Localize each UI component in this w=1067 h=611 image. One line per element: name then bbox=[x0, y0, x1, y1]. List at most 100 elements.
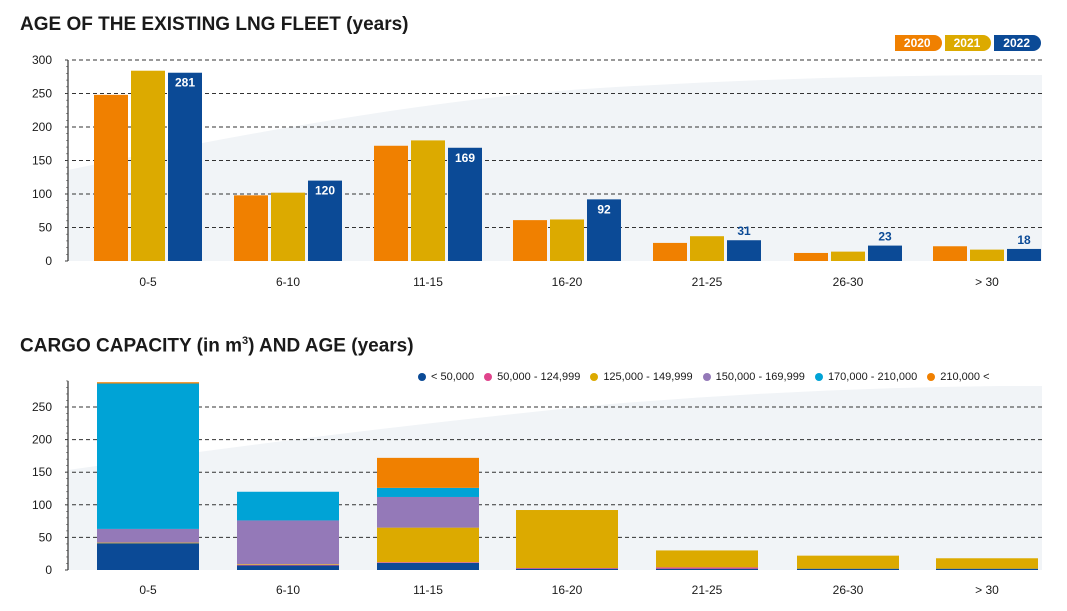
stack-2-21-25 bbox=[656, 550, 758, 568]
data-label-2022-> 30: 18 bbox=[1017, 233, 1031, 247]
legend-item-2020: 2020 bbox=[894, 35, 942, 51]
bar-2020-21-25 bbox=[653, 242, 687, 261]
x-category-label: 6-10 bbox=[276, 275, 300, 289]
legend-label: 150,000 - 169,999 bbox=[715, 371, 805, 383]
legend-dot bbox=[702, 373, 711, 381]
y-tick-label: 0 bbox=[45, 563, 52, 577]
y-tick-label: 100 bbox=[32, 498, 52, 512]
stack-2-6-10 bbox=[237, 564, 339, 565]
stack-4-0-5 bbox=[97, 383, 199, 529]
legend-item-2021: 2021 bbox=[944, 35, 992, 51]
bar-2020-16-20 bbox=[513, 220, 547, 261]
bar-2021-26-30 bbox=[831, 251, 865, 261]
bar-2021-6-10 bbox=[271, 192, 305, 261]
stack-0-21-25 bbox=[656, 568, 758, 570]
stack-4-11-15 bbox=[377, 487, 479, 497]
x-category-label: 16-20 bbox=[552, 275, 583, 289]
bar-2020-6-10 bbox=[234, 195, 268, 261]
stack-1-11-15 bbox=[377, 562, 479, 563]
stack-2-> 30 bbox=[936, 558, 1038, 569]
y-tick-label: 150 bbox=[32, 465, 52, 479]
legend-capacity: < 50,000 50,000 - 124,999 125,000 - 149,… bbox=[418, 371, 990, 383]
stack-3-0-5 bbox=[97, 528, 199, 543]
x-category-label: 6-10 bbox=[276, 583, 300, 597]
bar-2022-6-10 bbox=[308, 180, 342, 261]
stack-5-11-15 bbox=[377, 457, 479, 488]
stack-2-0-5 bbox=[97, 542, 199, 544]
y-tick-label: 300 bbox=[32, 53, 52, 67]
stack-2-16-20 bbox=[516, 510, 618, 569]
x-category-label: > 30 bbox=[975, 275, 999, 289]
x-category-label: 0-5 bbox=[139, 583, 157, 597]
data-label-2022-26-30: 23 bbox=[878, 230, 892, 244]
x-category-label: 16-20 bbox=[552, 583, 583, 597]
y-tick-label: 200 bbox=[32, 433, 52, 447]
legend-item-2022: 2022 bbox=[994, 35, 1041, 51]
x-category-label: 11-15 bbox=[413, 275, 443, 289]
stack-0-26-30 bbox=[797, 568, 899, 570]
bar-2021-16-20 bbox=[550, 219, 584, 261]
legend-label: < 50,000 bbox=[431, 371, 475, 383]
stack-1-21-25 bbox=[656, 567, 758, 569]
stack-0-0-5 bbox=[97, 543, 199, 570]
y-tick-label: 0 bbox=[45, 254, 52, 268]
bar-2022-26-30 bbox=[868, 245, 902, 261]
chart-title-fleet-age: AGE OF THE EXISTING LNG FLEET (years) bbox=[20, 14, 409, 35]
stack-0-11-15 bbox=[377, 562, 479, 570]
y-tick-label: 100 bbox=[32, 187, 52, 201]
legend-dot bbox=[484, 373, 493, 381]
x-category-label: 11-15 bbox=[413, 583, 443, 597]
x-category-label: 21-25 bbox=[692, 275, 723, 289]
fleet-age-chart: 300 250 200 150 100 50 0 281 0-5 120 6-10 169 11-15 9… bbox=[32, 53, 1042, 289]
y-tick-label: 150 bbox=[32, 154, 52, 168]
bar-2021-11-15 bbox=[411, 140, 445, 261]
data-label-2022-21-25: 31 bbox=[737, 224, 751, 238]
legend-item-170000-210000: 170,000 - 210,000 bbox=[814, 371, 918, 383]
stack-2-26-30 bbox=[797, 555, 899, 569]
legend-label: 125,000 - 149,999 bbox=[603, 371, 693, 383]
legend-item-125000-149999: 125,000 - 149,999 bbox=[590, 371, 693, 383]
bar-2021-0-5 bbox=[131, 70, 165, 261]
y-tick-label: 200 bbox=[32, 120, 52, 134]
x-category-label: > 30 bbox=[975, 583, 999, 597]
stack-1-6-10 bbox=[237, 564, 339, 566]
bar-2021-21-25 bbox=[690, 236, 724, 261]
data-label-2022-11-15: 169 bbox=[455, 151, 475, 165]
y-tick-label: 50 bbox=[39, 530, 53, 544]
data-label-2022-0-5: 281 bbox=[175, 76, 195, 90]
legend-dot bbox=[418, 373, 426, 381]
stack-0-16-20 bbox=[516, 568, 618, 570]
chart-title-cargo-capacity: CARGO CAPACITY (in m3) AND AGE (years) bbox=[20, 335, 414, 357]
bar-2022-11-15 bbox=[448, 147, 482, 261]
legend-item-150000-169999: 150,000 - 169,999 bbox=[702, 371, 805, 383]
data-label-2022-6-10: 120 bbox=[315, 184, 335, 198]
legend-dot bbox=[927, 373, 936, 381]
bar-2020-> 30 bbox=[933, 246, 967, 261]
bar-2020-0-5 bbox=[94, 94, 128, 261]
y-tick-label: 250 bbox=[32, 87, 52, 101]
x-category-label: 0-5 bbox=[139, 275, 157, 289]
legend-label: 210,000 < bbox=[940, 371, 990, 383]
legend-label: 170,000 - 210,000 bbox=[827, 371, 918, 383]
legend-dot bbox=[814, 373, 823, 381]
stack-4-6-10 bbox=[237, 491, 339, 521]
legend-label: 50,000 - 124,999 bbox=[497, 371, 581, 383]
legend-item-50000-124999: 50,000 - 124,999 bbox=[484, 371, 580, 383]
legend-dot bbox=[590, 373, 599, 381]
bar-2020-26-30 bbox=[794, 252, 828, 261]
x-category-label: 21-25 bbox=[692, 583, 723, 597]
bar-2022-> 30 bbox=[1007, 248, 1041, 261]
legend-years: 2020 2021 2022 bbox=[892, 35, 1041, 51]
stack-0-> 30 bbox=[936, 568, 1038, 570]
stack-0-6-10 bbox=[237, 565, 339, 570]
stack-3-11-15 bbox=[377, 496, 479, 528]
stack-1-16-20 bbox=[516, 568, 618, 569]
bar-2022-0-5 bbox=[168, 72, 202, 261]
legend-item-over-210000: 210,000 < bbox=[927, 371, 990, 383]
y-tick-label: 50 bbox=[39, 221, 53, 235]
legend-item-under-50000: < 50,000 bbox=[418, 371, 474, 383]
stack-2-11-15 bbox=[377, 527, 479, 563]
stack-5-0-5 bbox=[97, 382, 199, 384]
bar-2022-21-25 bbox=[727, 240, 761, 261]
